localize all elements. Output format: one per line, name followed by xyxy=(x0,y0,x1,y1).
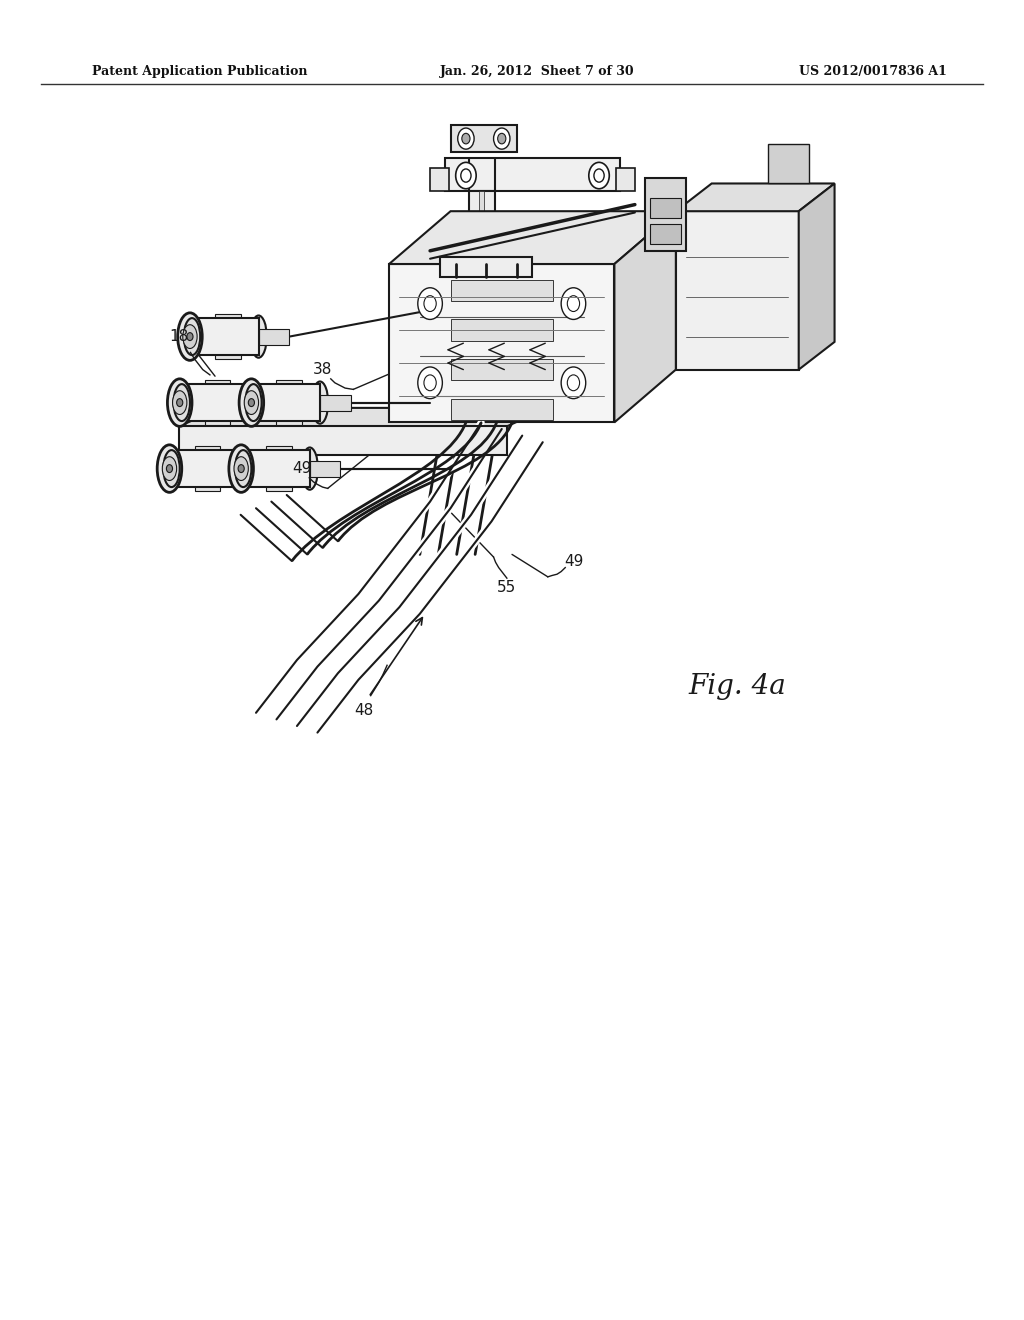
Ellipse shape xyxy=(301,447,317,490)
Bar xyxy=(768,144,809,183)
Bar xyxy=(258,329,289,345)
Ellipse shape xyxy=(167,379,193,426)
Ellipse shape xyxy=(250,315,266,358)
Ellipse shape xyxy=(158,445,182,492)
Bar xyxy=(451,399,553,420)
Bar xyxy=(445,158,620,191)
Text: 18: 18 xyxy=(170,329,188,345)
Bar xyxy=(244,450,309,487)
Polygon shape xyxy=(799,183,835,370)
Circle shape xyxy=(249,399,255,407)
Bar xyxy=(430,168,449,191)
Polygon shape xyxy=(389,264,614,422)
Circle shape xyxy=(166,465,172,473)
Circle shape xyxy=(424,375,436,391)
Ellipse shape xyxy=(172,391,186,414)
Bar xyxy=(451,319,553,341)
Bar xyxy=(195,446,220,491)
Ellipse shape xyxy=(182,325,197,348)
Polygon shape xyxy=(179,408,548,426)
Text: 48: 48 xyxy=(354,702,373,718)
Bar xyxy=(182,384,248,421)
Circle shape xyxy=(424,296,436,312)
Bar xyxy=(451,280,553,301)
Ellipse shape xyxy=(162,457,177,480)
Circle shape xyxy=(561,367,586,399)
Ellipse shape xyxy=(311,381,328,424)
Bar xyxy=(650,224,681,244)
Bar xyxy=(451,359,553,380)
Ellipse shape xyxy=(245,391,258,414)
Bar xyxy=(309,461,340,477)
Circle shape xyxy=(498,133,506,144)
Ellipse shape xyxy=(178,313,203,360)
Circle shape xyxy=(494,128,510,149)
Ellipse shape xyxy=(164,450,180,487)
Ellipse shape xyxy=(184,318,201,355)
Circle shape xyxy=(238,465,245,473)
Circle shape xyxy=(186,333,193,341)
Circle shape xyxy=(589,162,609,189)
Ellipse shape xyxy=(229,445,254,492)
Circle shape xyxy=(458,128,474,149)
Ellipse shape xyxy=(240,379,264,426)
Bar xyxy=(266,446,292,491)
Circle shape xyxy=(594,169,604,182)
Bar xyxy=(469,191,495,264)
Circle shape xyxy=(567,375,580,391)
Circle shape xyxy=(567,296,580,312)
Bar xyxy=(215,314,241,359)
Bar xyxy=(205,380,230,425)
Bar xyxy=(248,395,279,411)
Bar xyxy=(319,395,350,411)
Text: 38: 38 xyxy=(313,362,332,378)
Polygon shape xyxy=(389,211,676,264)
Polygon shape xyxy=(676,211,799,370)
Polygon shape xyxy=(614,211,676,422)
Circle shape xyxy=(418,288,442,319)
Ellipse shape xyxy=(236,450,252,487)
Text: Jan. 26, 2012  Sheet 7 of 30: Jan. 26, 2012 Sheet 7 of 30 xyxy=(440,65,635,78)
Bar xyxy=(254,384,319,421)
Bar xyxy=(451,125,517,152)
Circle shape xyxy=(461,169,471,182)
Bar xyxy=(616,168,635,191)
Text: Patent Application Publication: Patent Application Publication xyxy=(92,65,307,78)
Ellipse shape xyxy=(233,457,249,480)
Circle shape xyxy=(418,367,442,399)
Circle shape xyxy=(176,399,182,407)
Ellipse shape xyxy=(173,384,190,421)
Ellipse shape xyxy=(229,447,247,490)
Ellipse shape xyxy=(246,384,262,421)
Bar xyxy=(650,198,681,218)
Bar xyxy=(172,450,238,487)
Bar xyxy=(276,380,302,425)
Text: 49: 49 xyxy=(564,553,583,569)
Bar xyxy=(479,191,484,264)
Text: 55: 55 xyxy=(498,579,516,595)
Circle shape xyxy=(462,133,470,144)
Text: 49: 49 xyxy=(293,461,311,477)
Bar xyxy=(238,461,268,477)
Ellipse shape xyxy=(240,381,256,424)
Circle shape xyxy=(456,162,476,189)
Text: Fig. 4a: Fig. 4a xyxy=(688,673,786,700)
Polygon shape xyxy=(676,183,835,211)
Circle shape xyxy=(561,288,586,319)
Bar xyxy=(179,426,507,455)
Bar xyxy=(193,318,258,355)
Text: US 2012/0017836 A1: US 2012/0017836 A1 xyxy=(799,65,946,78)
Bar xyxy=(440,257,532,277)
Bar xyxy=(645,178,686,251)
